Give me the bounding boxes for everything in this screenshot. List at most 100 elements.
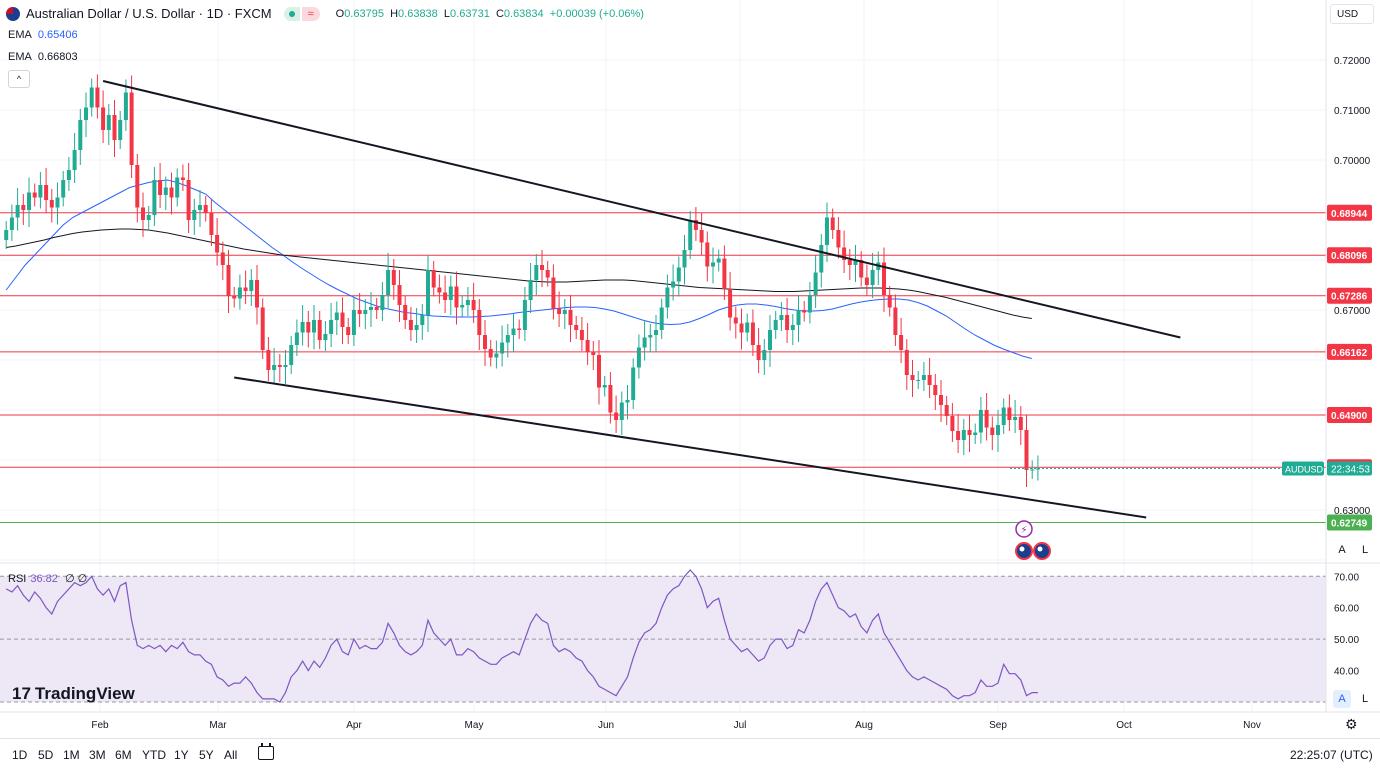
level-label: 0.62749 <box>1331 519 1368 530</box>
event-markers[interactable]: ⚡ <box>1015 520 1051 560</box>
ema-slow-legend[interactable]: EMA 0.66803 <box>8 51 78 63</box>
price-chart[interactable]: 0.72000 0.71000 0.70000 0.67000 0.63000 0.689… <box>0 0 1380 738</box>
candle-body <box>887 295 892 308</box>
ema-slow-line <box>6 228 1032 319</box>
candle-body <box>175 177 180 198</box>
time-tick: Nov <box>1243 720 1261 731</box>
candle-body <box>625 400 630 403</box>
candle-body <box>129 92 134 165</box>
auto-scale-button[interactable]: A <box>1338 544 1346 556</box>
range-3m-button[interactable]: 3M <box>89 748 106 762</box>
rsi-legend[interactable]: RSI 36.82 ∅ ∅ <box>8 573 88 585</box>
candle-body <box>9 217 14 230</box>
candle-body <box>614 412 619 420</box>
candle-body <box>933 385 938 395</box>
candle-body <box>386 270 391 295</box>
candle-body <box>232 296 237 299</box>
candle-body <box>819 245 824 273</box>
rsi-log-scale-button[interactable]: L <box>1361 693 1369 705</box>
candle-body <box>927 375 932 385</box>
candle-body <box>950 416 955 431</box>
candle-body <box>78 120 83 150</box>
candle-body <box>15 205 20 218</box>
candle-body <box>768 330 772 350</box>
candle-body <box>939 395 943 405</box>
price-axis[interactable]: 0.72000 0.71000 0.70000 0.67000 0.63000 0.689… <box>1010 56 1372 531</box>
time-tick: Aug <box>855 720 873 731</box>
currency-selector[interactable]: USD <box>1330 4 1374 24</box>
candle-body <box>163 187 168 195</box>
candle-body <box>403 305 408 320</box>
candle-body <box>1007 407 1012 420</box>
candle-body <box>990 427 995 435</box>
settings-gear-icon[interactable]: ⚙ <box>1345 716 1358 732</box>
candle-body <box>312 320 316 333</box>
candle-body <box>688 220 693 250</box>
candle-body <box>591 352 596 355</box>
candle-body <box>796 310 801 325</box>
candle-body <box>597 355 601 388</box>
rsi-auto-scale-button[interactable]: A <box>1333 690 1351 708</box>
candle-body <box>557 308 562 314</box>
candle-body <box>38 185 43 198</box>
candle-body <box>471 300 476 310</box>
candle-body <box>49 200 54 208</box>
range-5d-button[interactable]: 5D <box>38 748 54 762</box>
countdown-bg <box>1327 461 1372 476</box>
market-status[interactable]: ≈ <box>283 6 320 21</box>
rsi-line <box>5 569 1038 703</box>
candle-body <box>847 260 852 265</box>
candle-body <box>1013 417 1018 420</box>
horizontal-levels[interactable] <box>0 212 1326 524</box>
candle-body <box>773 320 778 330</box>
candle-body <box>266 350 271 370</box>
utc-clock[interactable]: 22:25:07 (UTC) <box>1290 748 1373 762</box>
candle-body <box>340 312 345 327</box>
current-symbol-label: AUDUSD <box>1285 465 1324 475</box>
ema-fast-legend[interactable]: EMA 0.65406 <box>8 29 78 41</box>
range-5y-button[interactable]: 5Y <box>199 748 214 762</box>
candle-body <box>198 205 202 210</box>
candle-body <box>169 187 174 198</box>
tradingview-logo[interactable]: 17 TradingView <box>12 684 135 703</box>
au-flag-event-icon <box>1015 542 1033 560</box>
calendar-icon[interactable] <box>258 743 274 760</box>
candle-body <box>859 260 864 278</box>
candle-body <box>135 165 140 208</box>
range-1m-button[interactable]: 1M <box>63 748 80 762</box>
range-ytd-button[interactable]: YTD <box>142 748 166 762</box>
symbol-title[interactable]: Australian Dollar / U.S. Dollar · 1D · F… <box>26 6 272 21</box>
range-1y-button[interactable]: 1Y <box>174 748 189 762</box>
candle-body <box>431 270 436 288</box>
candle-body <box>460 305 465 308</box>
time-axis[interactable]: Feb Mar Apr May Jun Jul Aug Sep Oct Nov <box>91 720 1261 731</box>
candle-body <box>631 367 636 400</box>
price-tick: 0.63000 <box>1334 506 1371 517</box>
candle-body <box>1001 407 1006 425</box>
range-all-button[interactable]: All <box>224 748 238 762</box>
log-scale-button[interactable]: L <box>1361 544 1369 556</box>
candle-body <box>260 307 265 350</box>
candle-body <box>391 270 396 285</box>
time-tick: Oct <box>1116 720 1132 731</box>
rsi-pane: 70.00 60.00 50.00 40.00 <box>0 569 1359 703</box>
candle-body <box>665 287 670 308</box>
range-6m-button[interactable]: 6M <box>115 748 132 762</box>
candle-body <box>944 405 949 416</box>
trendlines[interactable] <box>102 80 1181 519</box>
candle-body <box>186 180 191 220</box>
candle-body <box>733 317 738 324</box>
level-label: 0.68096 <box>1331 251 1368 262</box>
candle-body <box>437 287 442 293</box>
price-tick: 0.67000 <box>1334 306 1371 317</box>
candle-body <box>272 365 277 370</box>
candle-body <box>357 310 362 314</box>
candle-body <box>864 277 869 285</box>
range-1d-button[interactable]: 1D <box>12 748 28 762</box>
au-flag-event-icon <box>1033 542 1051 560</box>
candle-body <box>317 320 322 340</box>
candle-body <box>448 286 453 300</box>
candle-body <box>226 265 231 296</box>
collapse-legend-button[interactable]: ^ <box>8 70 30 88</box>
candle-body <box>693 220 698 230</box>
